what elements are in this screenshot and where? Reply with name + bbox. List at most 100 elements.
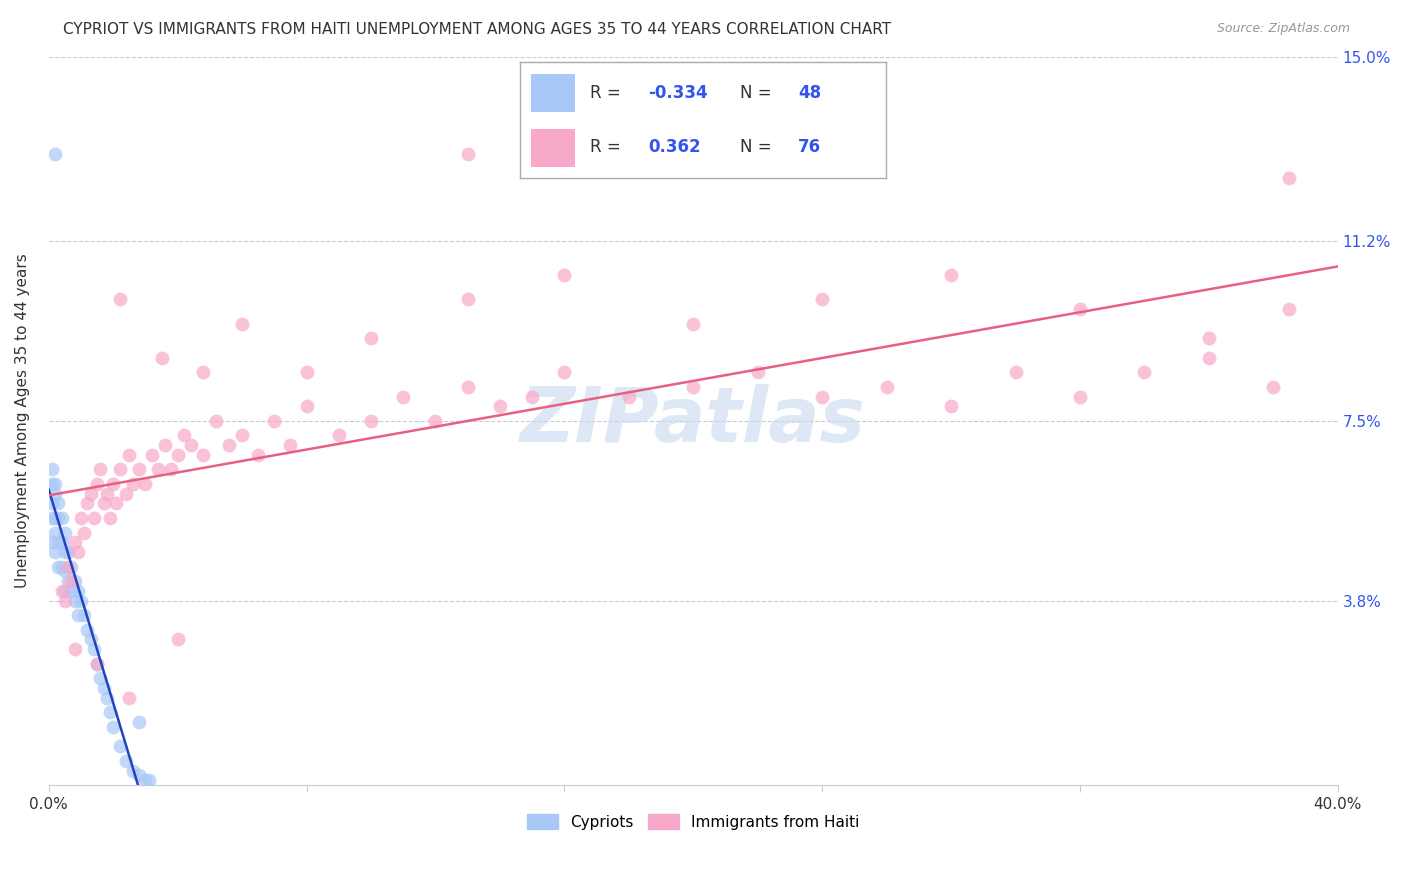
Point	[63, 642, 86, 657]
Point	[51, 583, 73, 598]
Point	[150, 351, 173, 365]
Point	[41, 535, 63, 549]
Point	[93, 496, 115, 510]
Point	[96, 487, 118, 501]
Point	[41, 511, 63, 525]
Text: 76: 76	[799, 138, 821, 156]
Point	[205, 414, 228, 428]
Point	[44, 477, 66, 491]
Point	[193, 448, 215, 462]
Point	[79, 487, 101, 501]
Point	[103, 477, 125, 491]
Point	[247, 448, 270, 462]
Point	[520, 390, 543, 404]
Text: -0.334: -0.334	[648, 84, 707, 102]
Point	[86, 477, 108, 491]
Point	[747, 365, 769, 379]
Point	[63, 574, 86, 588]
Point	[118, 448, 141, 462]
Point	[108, 462, 131, 476]
Point	[134, 773, 156, 788]
Point	[939, 268, 962, 283]
Point	[86, 657, 108, 671]
Point	[86, 657, 108, 671]
Point	[425, 414, 447, 428]
Point	[56, 574, 79, 588]
Point	[44, 545, 66, 559]
Point	[180, 438, 202, 452]
Point	[51, 559, 73, 574]
Point	[83, 642, 105, 657]
Point	[44, 146, 66, 161]
Point	[51, 511, 73, 525]
Text: R =: R =	[589, 84, 626, 102]
Text: CYPRIOT VS IMMIGRANTS FROM HAITI UNEMPLOYMENT AMONG AGES 35 TO 44 YEARS CORRELAT: CYPRIOT VS IMMIGRANTS FROM HAITI UNEMPLO…	[63, 22, 891, 37]
Point	[166, 632, 188, 647]
Point	[295, 365, 318, 379]
Point	[218, 438, 240, 452]
Point	[56, 559, 79, 574]
Point	[1263, 380, 1285, 394]
Point	[89, 671, 111, 685]
Point	[457, 293, 479, 307]
Point	[682, 317, 704, 331]
Point	[60, 559, 83, 574]
Point	[166, 448, 188, 462]
Point	[44, 525, 66, 540]
Point	[96, 690, 118, 705]
Point	[173, 428, 195, 442]
Point	[1133, 365, 1156, 379]
Text: Source: ZipAtlas.com: Source: ZipAtlas.com	[1216, 22, 1350, 36]
Text: R =: R =	[589, 138, 631, 156]
Point	[44, 511, 66, 525]
Point	[160, 462, 183, 476]
Point	[138, 773, 160, 788]
Point	[1278, 302, 1301, 317]
Point	[115, 487, 138, 501]
Point	[553, 365, 575, 379]
Point	[231, 428, 253, 442]
Point	[108, 739, 131, 754]
Point	[89, 462, 111, 476]
Point	[53, 565, 76, 579]
Point	[1198, 331, 1220, 345]
Text: N =: N =	[740, 84, 776, 102]
Point	[148, 462, 170, 476]
Point	[263, 414, 285, 428]
Point	[103, 720, 125, 734]
Point	[63, 535, 86, 549]
Point	[83, 511, 105, 525]
Point	[79, 632, 101, 647]
Point	[153, 438, 176, 452]
Point	[60, 574, 83, 588]
Point	[63, 593, 86, 607]
Point	[60, 583, 83, 598]
Point	[392, 390, 415, 404]
Point	[134, 477, 156, 491]
Point	[51, 535, 73, 549]
Point	[231, 317, 253, 331]
Point	[682, 380, 704, 394]
Point	[193, 365, 215, 379]
Point	[489, 400, 512, 414]
Text: 0.362: 0.362	[648, 138, 700, 156]
Point	[128, 768, 150, 782]
Point	[48, 559, 70, 574]
Point	[73, 608, 96, 623]
Point	[128, 714, 150, 729]
Bar	[531, 128, 575, 167]
Bar	[531, 74, 575, 112]
Point	[457, 146, 479, 161]
Point	[617, 390, 640, 404]
Point	[360, 414, 382, 428]
Point	[76, 623, 98, 637]
Point	[811, 390, 834, 404]
Point	[73, 525, 96, 540]
Point	[1198, 351, 1220, 365]
Point	[53, 525, 76, 540]
Point	[53, 593, 76, 607]
Text: ZIPatlas: ZIPatlas	[520, 384, 866, 458]
Point	[56, 545, 79, 559]
Point	[48, 496, 70, 510]
Point	[1278, 171, 1301, 186]
